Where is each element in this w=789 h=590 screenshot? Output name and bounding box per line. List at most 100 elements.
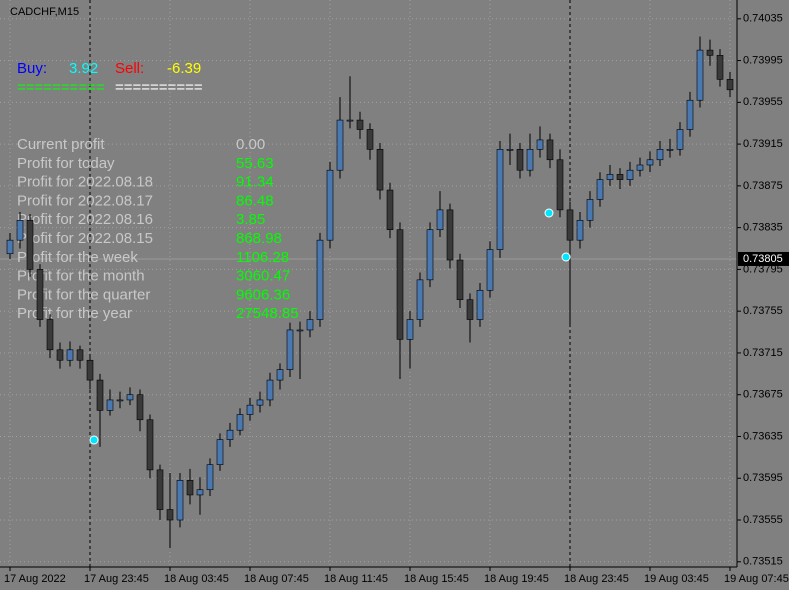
candle-body (456, 259, 464, 300)
x-tick-label: 17 Aug 2022 (4, 573, 66, 585)
candle-body (136, 394, 144, 421)
candle-body (346, 119, 354, 122)
sell-label: Sell: (115, 60, 144, 77)
x-tick-label: 17 Aug 23:45 (84, 573, 149, 585)
candle-body (706, 49, 714, 56)
candle-body (436, 209, 444, 231)
x-tick-label: 19 Aug 07:45 (724, 573, 789, 585)
y-tick-label: 0.73915 (743, 138, 783, 150)
candle-body (206, 464, 214, 491)
price-axis (737, 0, 789, 590)
candle-body (156, 469, 164, 510)
y-tick-label: 0.73875 (743, 180, 783, 192)
profit-label: Profit for the year (17, 305, 132, 322)
candle-body (606, 174, 614, 180)
y-tick-label: 0.74035 (743, 13, 783, 25)
candle-body (506, 149, 514, 151)
profit-label: Profit for 2022.08.17 (17, 192, 153, 209)
candle-body (726, 79, 734, 91)
candle-body (6, 239, 14, 255)
candle-body (46, 319, 54, 351)
x-tick-label: 18 Aug 19:45 (484, 573, 549, 585)
candles (6, 36, 734, 549)
candle-body (256, 399, 264, 406)
profit-label: Profit for 2022.08.15 (17, 230, 153, 247)
candle-body (576, 220, 584, 241)
profit-value: 3060.47 (236, 268, 290, 285)
y-tick-label: 0.73715 (743, 347, 783, 359)
separator: ========== (115, 79, 203, 96)
candle-body (146, 419, 154, 471)
profit-label: Current profit (17, 136, 105, 153)
candle-body (416, 279, 424, 320)
symbol-label: CADCHF,M15 (10, 6, 79, 18)
candle-body (86, 359, 94, 381)
candle-body (716, 55, 724, 80)
candle-body (226, 429, 234, 440)
candle-body (26, 220, 34, 270)
candle-body (586, 199, 594, 221)
candle-body (536, 139, 544, 150)
candle-body (96, 379, 104, 411)
x-tick-label: 19 Aug 03:45 (644, 573, 709, 585)
trade-arrow (544, 208, 554, 218)
profit-value: 91.34 (236, 174, 274, 191)
candle-body (526, 149, 534, 171)
y-tick-label: 0.73675 (743, 389, 783, 401)
current-price-label: 0.73805 (743, 253, 783, 265)
candle-body (496, 149, 504, 250)
candle-body (516, 149, 524, 171)
candle-body (376, 149, 384, 191)
y-tick-label: 0.73995 (743, 54, 783, 66)
candle-body (356, 119, 364, 130)
candle-body (646, 159, 654, 166)
candle-body (686, 99, 694, 130)
axes: 0.74035 0.73995 0.73955 0.73915 0.73875 0.738… (4, 13, 789, 585)
profit-value: 86.48 (236, 192, 274, 209)
x-tick-label: 18 Aug 11:45 (324, 573, 388, 585)
profit-label: Profit for 2022.08.16 (17, 211, 153, 228)
y-tick-label: 0.73955 (743, 96, 783, 108)
candle-body (386, 189, 394, 231)
candle-body (636, 164, 644, 171)
candle-body (676, 129, 684, 150)
profit-value: 3.85 (236, 211, 265, 228)
candle-body (426, 229, 434, 281)
profit-value: 1106.28 (236, 249, 289, 266)
separator: ========== (17, 79, 105, 96)
candle-body (66, 349, 74, 361)
candle-body (546, 139, 554, 161)
candle-body (196, 489, 204, 496)
candle-body (126, 394, 134, 401)
candle-body (616, 174, 624, 180)
y-tick-label: 0.73595 (743, 472, 783, 484)
candle-body (276, 369, 284, 381)
candle-body (396, 229, 404, 340)
profit-value: 27548.85 (236, 305, 299, 322)
candle-body (56, 349, 64, 361)
candle-body (476, 289, 484, 320)
trade-arrow (561, 252, 571, 262)
profit-value: 55.63 (236, 155, 274, 172)
candle-body (626, 169, 634, 180)
y-tick-label: 0.73555 (743, 514, 783, 526)
profit-label: Profit for the quarter (17, 286, 150, 303)
candle-body (106, 399, 114, 411)
candle-body (666, 149, 674, 151)
x-tick-label: 18 Aug 23:45 (564, 573, 629, 585)
candle-body (306, 319, 314, 331)
candle-body (216, 439, 224, 465)
x-tick-label: 18 Aug 03:45 (164, 573, 229, 585)
candle-body (486, 249, 494, 291)
candle-body (16, 220, 24, 241)
candle-body (296, 329, 304, 332)
candle-body (316, 239, 324, 320)
profit-panel: Current profit 0.00 Profit for today 55.63 P… (17, 136, 299, 322)
y-tick-label: 0.73635 (743, 430, 783, 442)
candle-body (566, 209, 574, 241)
profit-label: Profit for the month (17, 268, 145, 285)
y-tick-label: 0.73795 (743, 263, 783, 275)
candle-body (246, 404, 254, 415)
candle-body (366, 129, 374, 150)
